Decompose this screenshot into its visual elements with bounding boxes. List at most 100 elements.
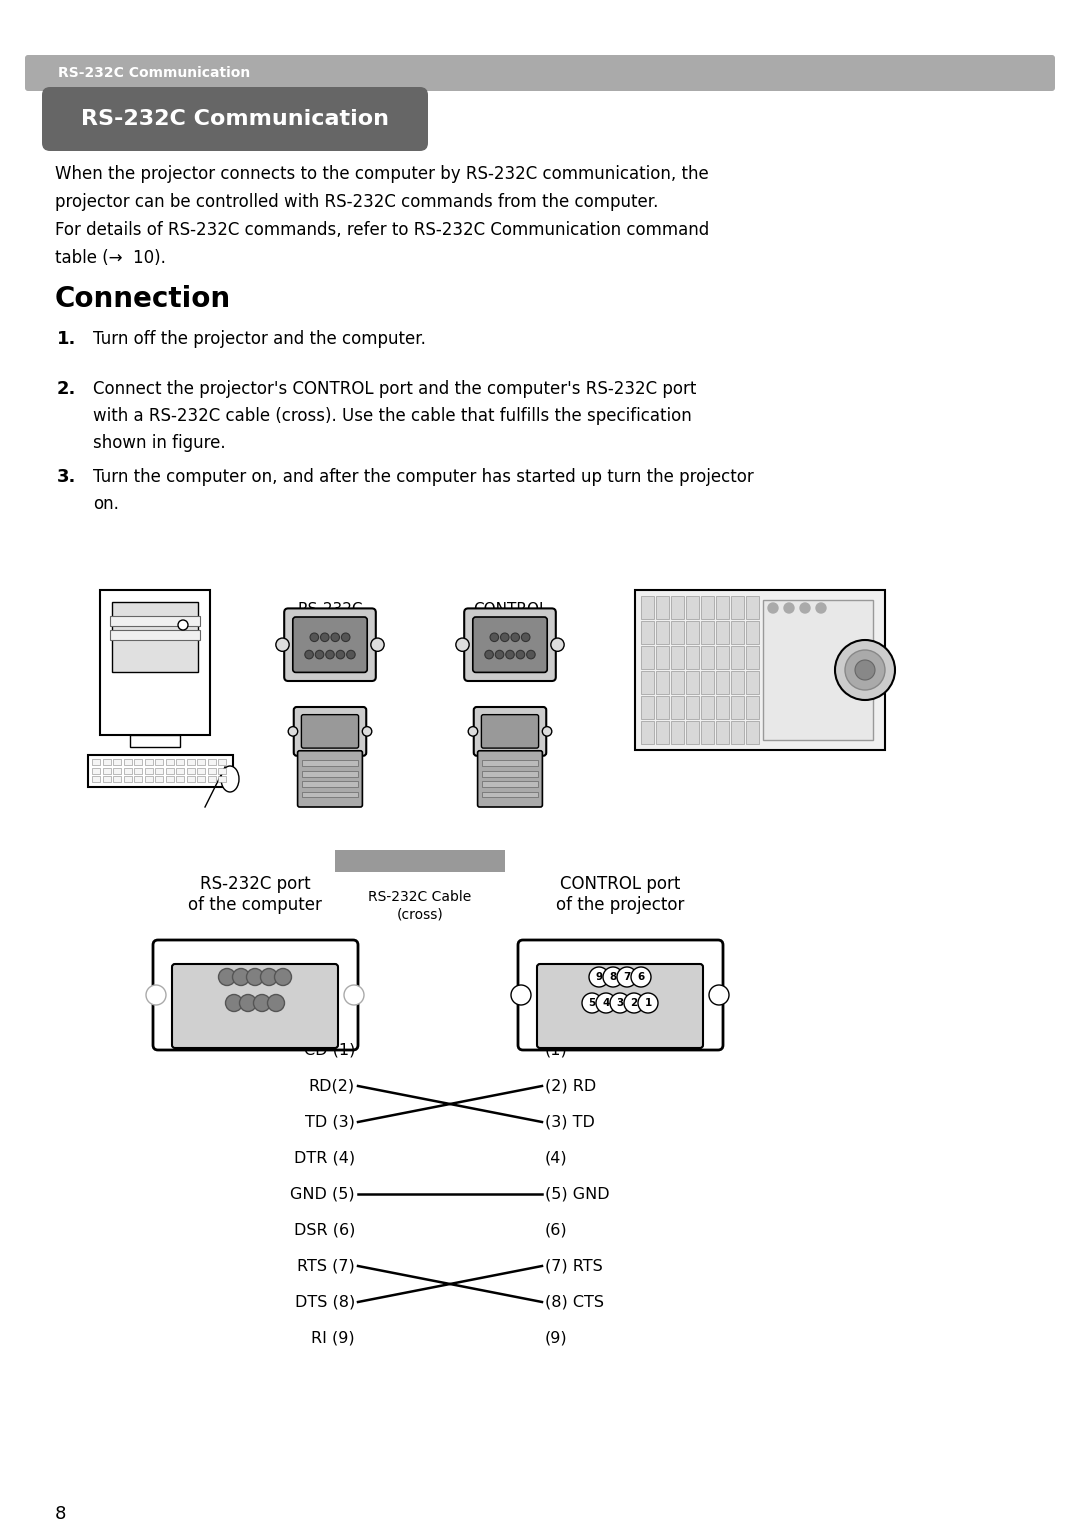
Circle shape	[490, 633, 499, 641]
Bar	[731, 597, 744, 620]
Bar	[686, 621, 699, 644]
Bar	[731, 671, 744, 694]
Bar	[218, 758, 226, 765]
FancyBboxPatch shape	[518, 940, 723, 1050]
Text: (3) TD: (3) TD	[545, 1114, 595, 1129]
Bar	[176, 777, 184, 781]
Text: RS-232C Communication: RS-232C Communication	[81, 108, 389, 130]
Bar	[656, 645, 669, 668]
Bar	[656, 696, 669, 719]
Text: DTR (4): DTR (4)	[294, 1151, 355, 1166]
Bar	[207, 777, 216, 781]
Bar	[731, 720, 744, 745]
Text: 7: 7	[623, 972, 631, 983]
Bar	[218, 777, 226, 781]
Text: 5: 5	[589, 998, 596, 1009]
Text: For details of RS-232C commands, refer to RS-232C Communication command: For details of RS-232C commands, refer t…	[55, 221, 710, 240]
Bar	[746, 720, 759, 745]
Bar	[716, 696, 729, 719]
Bar	[113, 758, 121, 765]
Text: Turn off the projector and the computer.: Turn off the projector and the computer.	[93, 330, 426, 348]
Circle shape	[505, 650, 514, 659]
Bar	[112, 601, 198, 671]
Bar	[701, 720, 714, 745]
FancyBboxPatch shape	[473, 617, 548, 673]
Bar	[197, 777, 205, 781]
Bar	[671, 621, 684, 644]
Circle shape	[268, 995, 284, 1012]
Circle shape	[522, 633, 530, 641]
Bar	[482, 771, 539, 777]
Circle shape	[496, 650, 504, 659]
Text: RD(2): RD(2)	[309, 1079, 355, 1094]
Text: TD (3): TD (3)	[306, 1114, 355, 1129]
Text: RS-232C Communication: RS-232C Communication	[58, 66, 251, 79]
Bar	[335, 850, 505, 871]
Bar	[701, 671, 714, 694]
Text: (6): (6)	[545, 1222, 568, 1238]
Bar	[156, 758, 163, 765]
Bar	[187, 758, 194, 765]
Bar	[746, 621, 759, 644]
Bar	[731, 696, 744, 719]
Bar	[156, 768, 163, 774]
Circle shape	[347, 650, 355, 659]
FancyBboxPatch shape	[298, 751, 363, 807]
Circle shape	[315, 650, 324, 659]
FancyBboxPatch shape	[477, 751, 542, 807]
Text: RS-232C: RS-232C	[297, 601, 363, 617]
Circle shape	[240, 995, 257, 1012]
Text: DSR (6): DSR (6)	[294, 1222, 355, 1238]
Circle shape	[288, 726, 298, 736]
Text: (4): (4)	[545, 1151, 568, 1166]
Bar	[187, 768, 194, 774]
Circle shape	[321, 633, 329, 641]
Bar	[207, 768, 216, 774]
Bar	[671, 720, 684, 745]
Circle shape	[589, 967, 609, 987]
Circle shape	[511, 633, 519, 641]
Bar	[176, 768, 184, 774]
Text: shown in figure.: shown in figure.	[93, 433, 226, 452]
Circle shape	[326, 650, 335, 659]
Circle shape	[275, 638, 289, 652]
FancyBboxPatch shape	[294, 707, 366, 755]
Text: (1): (1)	[545, 1042, 568, 1058]
Bar	[635, 591, 885, 749]
Bar	[701, 645, 714, 668]
Circle shape	[246, 969, 264, 986]
Bar	[642, 720, 654, 745]
Circle shape	[469, 726, 477, 736]
Text: (7) RTS: (7) RTS	[545, 1259, 603, 1274]
Text: RI (9): RI (9)	[311, 1331, 355, 1346]
Text: projector can be controlled with RS-232C commands from the computer.: projector can be controlled with RS-232C…	[55, 192, 659, 211]
Text: 1.: 1.	[57, 330, 77, 348]
Bar	[92, 777, 100, 781]
Circle shape	[596, 993, 616, 1013]
Text: on.: on.	[93, 494, 119, 513]
Bar	[642, 645, 654, 668]
Bar	[731, 645, 744, 668]
Bar	[642, 621, 654, 644]
Bar	[176, 758, 184, 765]
FancyBboxPatch shape	[301, 714, 359, 748]
Bar	[701, 696, 714, 719]
Text: Connect the projector's CONTROL port and the computer's RS-232C port: Connect the projector's CONTROL port and…	[93, 380, 697, 398]
Circle shape	[638, 993, 658, 1013]
Bar	[165, 758, 174, 765]
Bar	[207, 758, 216, 765]
Bar	[686, 671, 699, 694]
Bar	[656, 720, 669, 745]
FancyBboxPatch shape	[153, 940, 357, 1050]
Text: (9): (9)	[545, 1331, 568, 1346]
Text: When the projector connects to the computer by RS-232C communication, the: When the projector connects to the compu…	[55, 165, 708, 183]
Bar	[145, 758, 152, 765]
FancyBboxPatch shape	[537, 964, 703, 1048]
Text: with a RS-232C cable (cross). Use the cable that fulfills the specification: with a RS-232C cable (cross). Use the ca…	[93, 407, 692, 426]
Text: (cross): (cross)	[396, 908, 444, 922]
Circle shape	[617, 967, 637, 987]
FancyBboxPatch shape	[284, 609, 376, 681]
Bar	[92, 758, 100, 765]
Circle shape	[274, 969, 292, 986]
Bar	[686, 597, 699, 620]
